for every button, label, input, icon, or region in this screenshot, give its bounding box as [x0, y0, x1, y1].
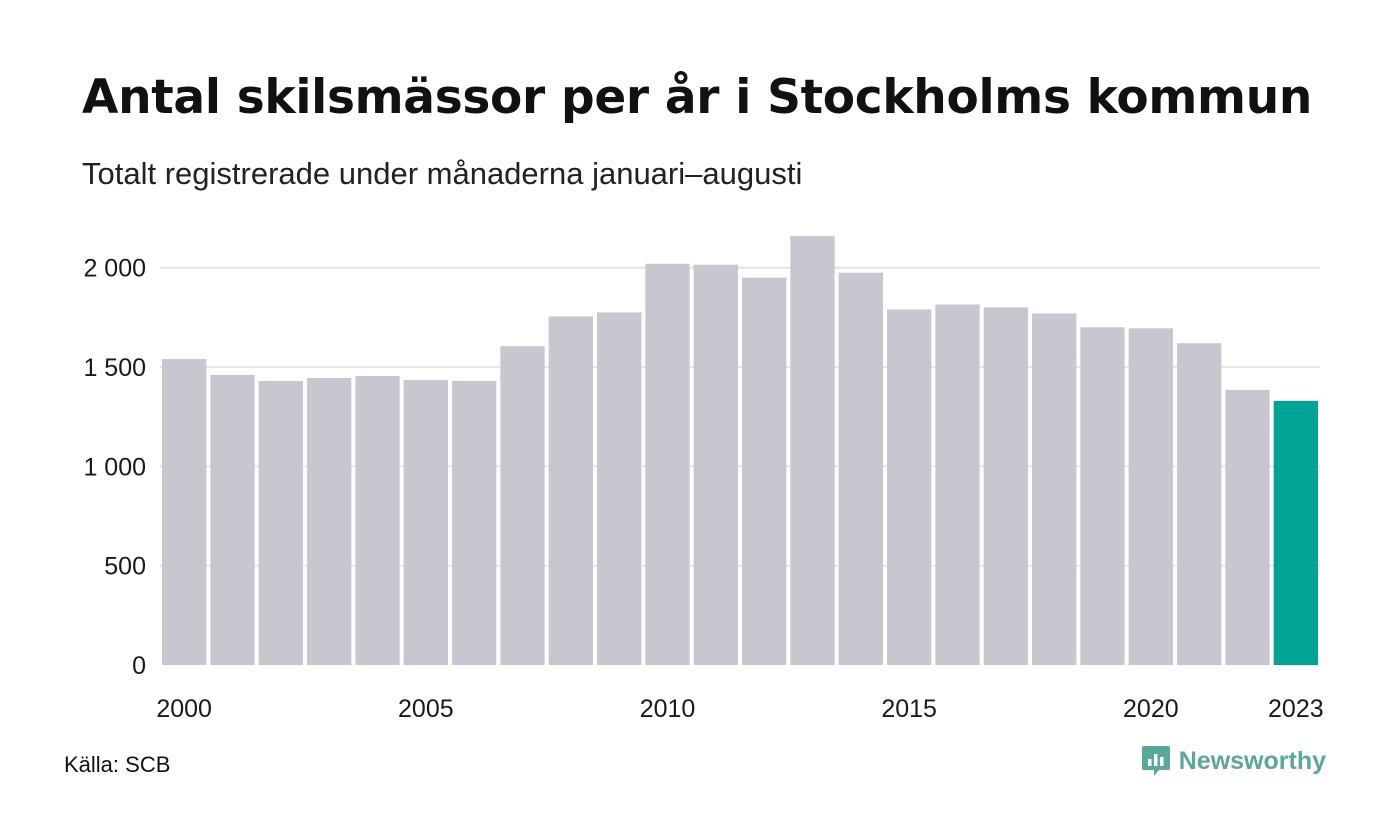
- bar-2014: [838, 272, 883, 665]
- x-tick-label: 2010: [640, 695, 696, 723]
- bar-2004: [355, 375, 400, 665]
- bar-2002: [258, 380, 303, 665]
- x-tick-label: 2000: [156, 695, 212, 723]
- bar-2019: [1080, 327, 1125, 665]
- bar-2009: [597, 312, 642, 665]
- bar-2015: [887, 309, 932, 665]
- y-tick-label: 1 000: [83, 453, 146, 481]
- chart-title: Antal skilsmässor per år i Stockholms ko…: [82, 70, 1313, 125]
- y-tick-label: 500: [104, 553, 146, 581]
- x-tick-label: 2020: [1123, 695, 1179, 723]
- bar-chart: 0 500 1 000 1 500 2 000 2000 2005 2010 2015 2020…: [83, 235, 1324, 723]
- y-tick-label: 1 500: [83, 354, 146, 382]
- bar-2001: [210, 374, 255, 665]
- bar-2006: [452, 380, 497, 665]
- gridlines: [160, 266, 1320, 567]
- bar-2021: [1177, 343, 1222, 665]
- bars: [162, 235, 1318, 666]
- bar-2011: [693, 264, 738, 665]
- bar-2023: [1273, 400, 1318, 665]
- bar-2003: [307, 377, 352, 665]
- bar-2012: [742, 277, 787, 665]
- bar-2022: [1225, 389, 1270, 665]
- source-note: Källa: SCB: [64, 752, 171, 777]
- bar-2010: [645, 263, 690, 665]
- bar-2017: [983, 307, 1028, 665]
- x-tick-label: 2015: [881, 695, 937, 723]
- chart-subtitle: Totalt registrerade under månaderna janu…: [82, 156, 803, 191]
- x-tick-label: 2005: [398, 695, 454, 723]
- bar-2005: [403, 379, 448, 665]
- x-tick-label: 2023: [1268, 695, 1324, 723]
- bar-2013: [790, 235, 835, 666]
- x-axis-ticks: 2000 2005 2010 2015 2020 2023: [156, 695, 1323, 723]
- bar-2008: [548, 316, 593, 665]
- newsworthy-logo-icon: [1141, 746, 1170, 776]
- bar-2000: [162, 359, 207, 665]
- bar-2020: [1128, 328, 1173, 665]
- y-tick-label: 2 000: [83, 255, 146, 283]
- bar-2016: [935, 304, 980, 665]
- brand-logo: Newsworthy: [1141, 744, 1326, 778]
- bar-2007: [500, 346, 545, 665]
- y-tick-label: 0: [132, 652, 146, 680]
- brand-name: Newsworthy: [1178, 746, 1326, 775]
- y-axis-ticks: 0 500 1 000 1 500 2 000: [83, 255, 146, 680]
- bar-2018: [1032, 313, 1077, 665]
